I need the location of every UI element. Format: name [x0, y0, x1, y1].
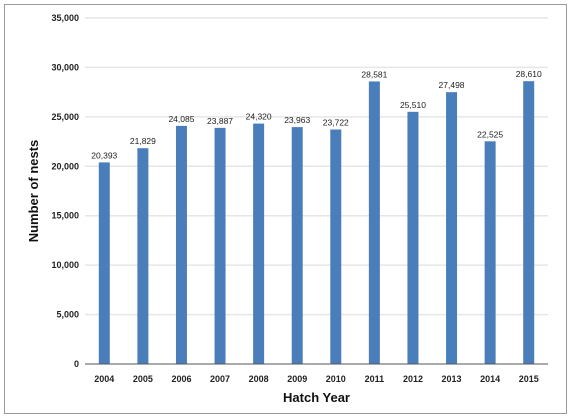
x-tick-label: 2015 — [519, 374, 539, 384]
data-label: 21,829 — [130, 136, 156, 146]
data-label: 20,393 — [91, 150, 117, 160]
x-tick-labels: 2004 2005 2006 2007 2008 2009 2010 2011 2012 2013… — [94, 374, 538, 384]
y-axis-title: Number of nests — [26, 140, 41, 243]
y-tick-label: 25,000 — [51, 112, 79, 122]
x-tick-label: 2014 — [480, 374, 500, 384]
x-tick-label: 2012 — [403, 374, 423, 384]
y-tick-labels: 0 5,000 10,000 15,000 20,000 25,000 30,000 35,0… — [51, 13, 79, 369]
data-label: 23,963 — [284, 115, 310, 125]
x-tick-label: 2013 — [442, 374, 462, 384]
x-tick-label: 2010 — [326, 374, 346, 384]
bar — [484, 141, 496, 364]
y-tick-label: 35,000 — [51, 13, 79, 23]
data-label: 24,320 — [246, 112, 272, 122]
x-tick-label: 2005 — [133, 374, 153, 384]
x-tick-label: 2006 — [171, 374, 191, 384]
bar — [368, 81, 380, 365]
bar — [214, 127, 226, 364]
y-tick-label: 20,000 — [51, 161, 79, 171]
data-label: 28,610 — [516, 69, 542, 79]
x-axis-title: Hatch Year — [283, 390, 350, 405]
bar — [523, 81, 535, 365]
bar — [291, 127, 303, 364]
bar — [446, 92, 458, 364]
bar — [253, 123, 265, 364]
data-label: 23,887 — [207, 116, 233, 126]
gridlines — [85, 17, 548, 316]
data-label: 28,581 — [361, 69, 387, 79]
y-tick-label: 10,000 — [51, 260, 79, 270]
bar — [98, 162, 110, 364]
y-tick-label: 30,000 — [51, 62, 79, 72]
x-tick-label: 2004 — [94, 374, 114, 384]
y-tick-label: 0 — [74, 359, 79, 369]
chart-frame — [4, 4, 567, 414]
data-labels: 20,393 21,829 24,085 23,887 24,320 23,963 23,7… — [91, 69, 542, 160]
x-tick-label: 2009 — [287, 374, 307, 384]
data-label: 27,498 — [439, 80, 465, 90]
bar — [175, 125, 187, 364]
y-tick-label: 5,000 — [56, 310, 79, 320]
data-label: 23,722 — [323, 117, 349, 127]
bar — [137, 148, 149, 364]
bars — [98, 81, 535, 365]
data-label: 22,525 — [477, 129, 503, 139]
y-tick-label: 15,000 — [51, 211, 79, 221]
x-tick-label: 2011 — [365, 374, 385, 384]
bar — [407, 111, 419, 364]
bar — [330, 129, 342, 364]
x-tick-label: 2008 — [249, 374, 269, 384]
data-label: 25,510 — [400, 100, 426, 110]
x-tick-label: 2007 — [210, 374, 230, 384]
data-label: 24,085 — [168, 114, 194, 124]
